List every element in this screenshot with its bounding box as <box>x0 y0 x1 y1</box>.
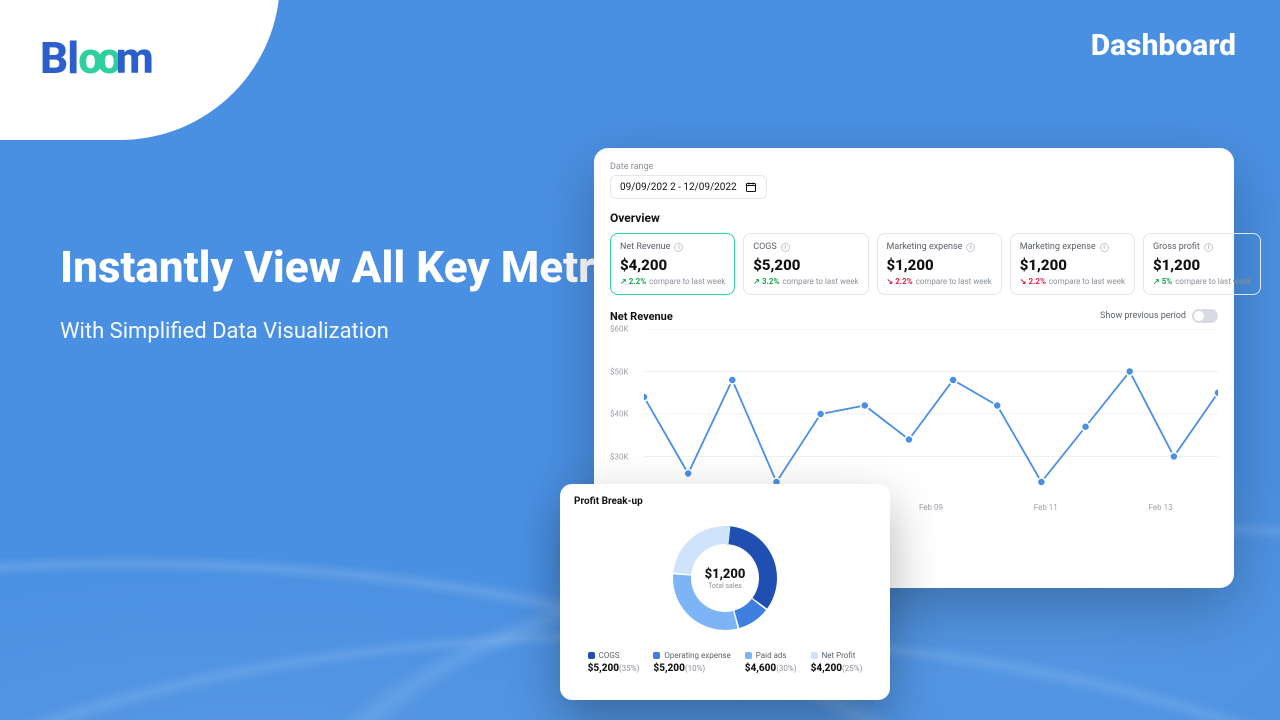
metric-label: Gross profit i <box>1153 242 1251 252</box>
metric-card[interactable]: Marketing expense i $1,200 ↘ 2.2% compar… <box>877 233 1002 295</box>
profit-legend-item: COGS$5,200(35%) <box>588 651 640 674</box>
metric-value: $1,200 <box>1020 256 1125 274</box>
metric-delta: ↘ 2.2% compare to last week <box>887 277 992 286</box>
donut-center-label: Total sales <box>708 582 742 590</box>
donut-center-value: $1,200 <box>705 567 746 582</box>
metric-label: Marketing expense i <box>887 242 992 252</box>
info-icon[interactable]: i <box>781 243 790 252</box>
metric-value: $1,200 <box>887 256 992 274</box>
toggle-label: Show previous period <box>1100 311 1186 321</box>
metric-cards-row: Net Revenue i $4,200 ↗ 2.2% compare to l… <box>610 233 1218 295</box>
profit-legend: COGS$5,200(35%) Operating expense$5,200(1… <box>574 651 876 674</box>
metric-card[interactable]: Marketing expense i $1,200 ↘ 2.2% compar… <box>1010 233 1135 295</box>
metric-label: Net Revenue i <box>620 242 725 252</box>
info-icon[interactable]: i <box>966 243 975 252</box>
profit-legend-item: Operating expense$5,200(10%) <box>653 651 730 674</box>
info-icon[interactable]: i <box>1204 243 1213 252</box>
profit-breakup-card: Profit Break-up $1,200 Total sales COGS$… <box>560 484 890 700</box>
profit-legend-item: Net Profit$4,200(25%) <box>811 651 863 674</box>
info-icon[interactable]: i <box>674 243 683 252</box>
profit-legend-item: Paid ads$4,600(30%) <box>745 651 797 674</box>
brand-logo: Bloom <box>40 32 153 84</box>
metric-value: $1,200 <box>1153 256 1251 274</box>
page-label: Dashboard <box>1091 28 1236 63</box>
metric-delta: ↘ 2.2% compare to last week <box>1020 277 1125 286</box>
date-range-picker[interactable]: 09/09/202 2 - 12/09/2022 <box>610 175 767 199</box>
metric-value: $4,200 <box>620 256 725 274</box>
toggle-switch[interactable] <box>1192 309 1218 323</box>
previous-period-toggle[interactable]: Show previous period <box>1100 309 1218 323</box>
info-icon[interactable]: i <box>1100 243 1109 252</box>
calendar-icon <box>745 181 757 193</box>
metric-delta: ↗ 2.2% compare to last week <box>620 277 725 286</box>
overview-heading: Overview <box>610 211 1218 225</box>
line-chart-plot: $60K$50K$40K$30K <box>644 329 1218 499</box>
metric-delta: ↗ 3.2% compare to last week <box>753 277 858 286</box>
metric-label: Marketing expense i <box>1020 242 1125 252</box>
chart-title: Net Revenue <box>610 310 673 323</box>
donut-chart: $1,200 Total sales <box>660 513 790 643</box>
metric-card[interactable]: COGS i $5,200 ↗ 3.2% compare to last wee… <box>743 233 868 295</box>
metric-value: $5,200 <box>753 256 858 274</box>
metric-card[interactable]: Net Revenue i $4,200 ↗ 2.2% compare to l… <box>610 233 735 295</box>
metric-delta: ↗ 5% compare to last week <box>1153 277 1251 286</box>
date-range-value: 09/09/202 2 - 12/09/2022 <box>620 182 737 193</box>
donut-center: $1,200 Total sales <box>660 513 790 643</box>
date-range-label: Date range <box>610 162 1218 172</box>
profit-title: Profit Break-up <box>574 496 876 507</box>
metric-label: COGS i <box>753 242 858 252</box>
metric-card[interactable]: Gross profit i $1,200 ↗ 5% compare to la… <box>1143 233 1261 295</box>
